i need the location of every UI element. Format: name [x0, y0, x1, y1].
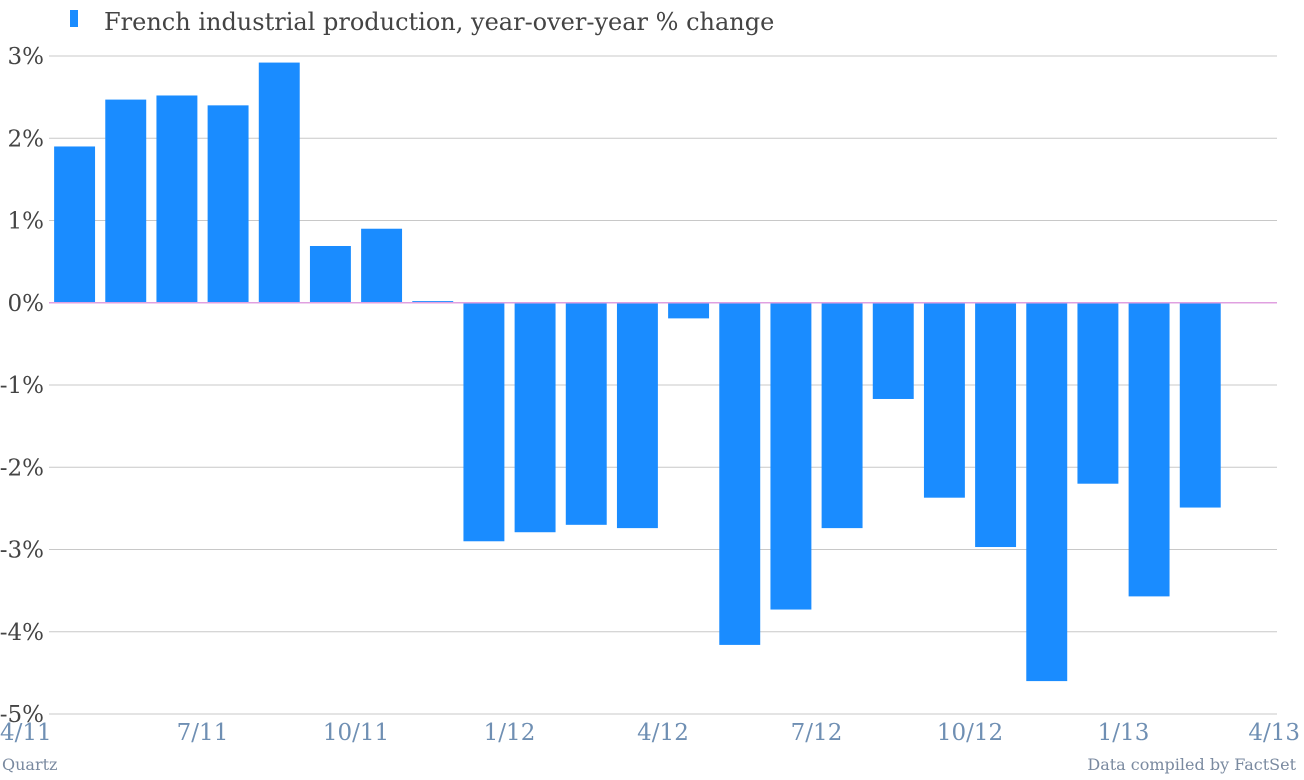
y-axis: 3% 2% 1% 0% -1% -2% -3% -4% -5%: [0, 44, 44, 728]
bar: [1179, 302, 1221, 508]
bar: [412, 301, 454, 303]
bar: [207, 105, 249, 303]
bar: [565, 302, 607, 525]
x-tick-label: 7/12: [791, 720, 843, 746]
legend: French industrial production, year-over-…: [70, 8, 774, 36]
x-tick-label: 10/12: [937, 720, 1003, 746]
x-tick-label: 10/11: [323, 720, 389, 746]
bar: [821, 302, 863, 529]
x-tick-label: 1/12: [484, 720, 536, 746]
bar: [872, 302, 914, 399]
bar: [1026, 302, 1068, 682]
y-tick-label: 0%: [8, 291, 45, 317]
x-tick-label: 7/11: [177, 720, 229, 746]
y-tick-label: -3%: [0, 538, 44, 564]
bar: [770, 302, 812, 610]
y-tick-label: 3%: [8, 44, 45, 70]
legend-label: French industrial production, year-over-…: [104, 8, 774, 36]
x-axis: 4/11 7/11 10/11 1/12 4/12 7/12 10/12 1/13 4/13: [0, 720, 1300, 746]
bar: [719, 302, 761, 645]
x-tick-label: 4/11: [0, 720, 52, 746]
x-tick-label: 4/12: [637, 720, 689, 746]
x-tick-label: 1/13: [1098, 720, 1150, 746]
bar: [156, 95, 198, 303]
y-tick-label: 2%: [8, 126, 45, 152]
bar: [668, 302, 710, 319]
y-tick-label: -4%: [0, 620, 44, 646]
bar: [975, 302, 1017, 548]
legend-swatch: [70, 10, 78, 27]
bar: [463, 302, 505, 542]
bar: [258, 62, 300, 303]
y-tick-label: -5%: [0, 702, 44, 728]
gridlines: [49, 55, 1277, 715]
y-tick-label: -2%: [0, 455, 44, 481]
data-source-note: Data compiled by FactSet: [1087, 755, 1296, 774]
bar: [54, 146, 96, 303]
source-credit: Quartz: [2, 755, 58, 774]
y-tick-label: -1%: [0, 373, 44, 399]
bar: [616, 302, 658, 529]
y-tick-label: 1%: [8, 209, 45, 235]
bar: [1077, 302, 1119, 484]
bar: [514, 302, 556, 533]
bars: [54, 62, 1221, 682]
bar: [361, 228, 403, 303]
bar: [1128, 302, 1170, 597]
bar: [309, 245, 351, 303]
bar: [105, 99, 147, 303]
x-tick-label: 4/13: [1248, 720, 1300, 746]
bar: [923, 302, 965, 498]
